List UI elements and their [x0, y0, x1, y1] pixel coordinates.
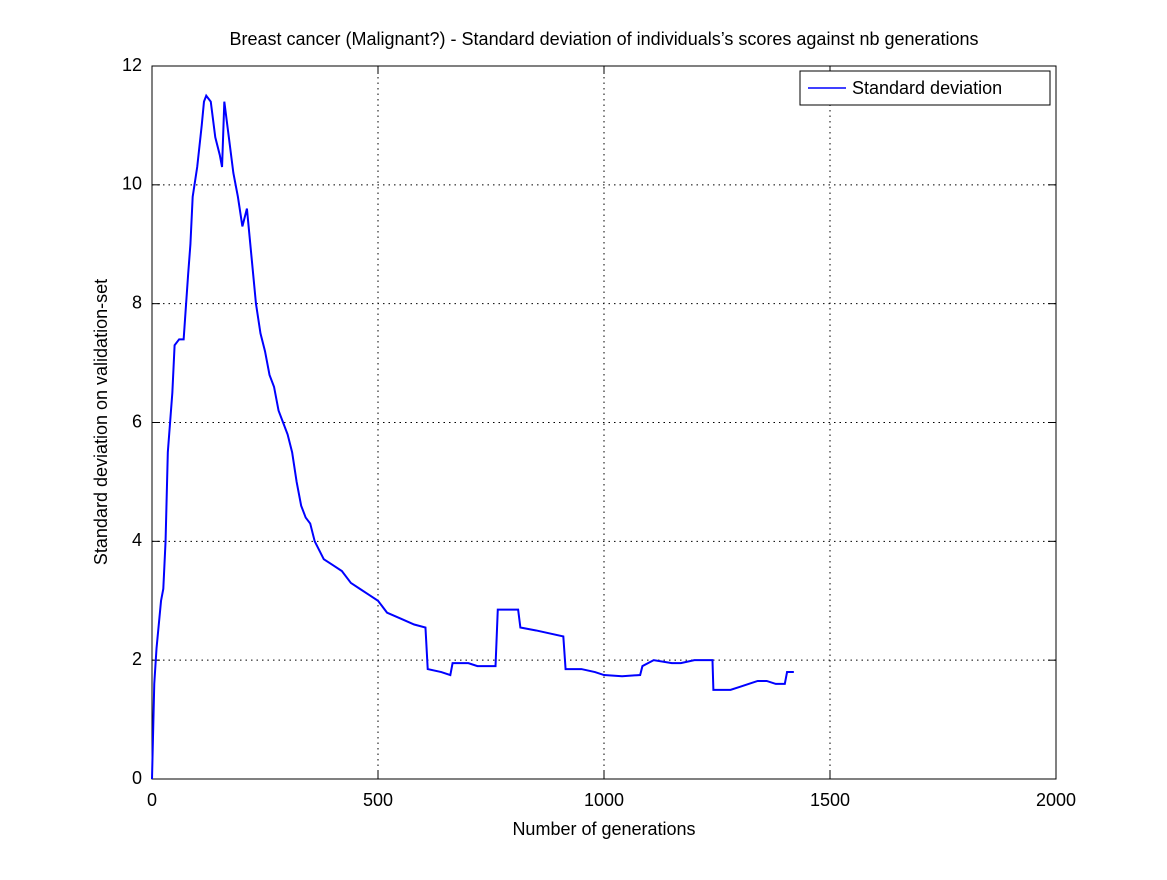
x-tick-label: 2000: [1036, 790, 1076, 810]
y-tick-label: 12: [122, 55, 142, 75]
y-tick-label: 0: [132, 768, 142, 788]
x-tick-label: 1500: [810, 790, 850, 810]
data-line: [151, 93, 794, 780]
y-tick-label: 6: [132, 411, 142, 431]
y-tick-label: 8: [132, 292, 142, 312]
x-tick-label: 500: [363, 790, 393, 810]
x-tick-label: 1000: [584, 790, 624, 810]
x-tick-label: 0: [147, 790, 157, 810]
y-tick-label: 4: [132, 530, 142, 550]
y-tick-label: 10: [122, 174, 142, 194]
x-axis-label: Number of generations: [512, 819, 695, 839]
chart-title: Breast cancer (Malignant?) - Standard de…: [229, 29, 978, 49]
y-tick-label: 2: [132, 649, 142, 669]
legend-label: Standard deviation: [852, 78, 1002, 98]
y-axis-label: Standard deviation on validation-set: [91, 279, 111, 565]
plot-frame: [151, 65, 1057, 780]
